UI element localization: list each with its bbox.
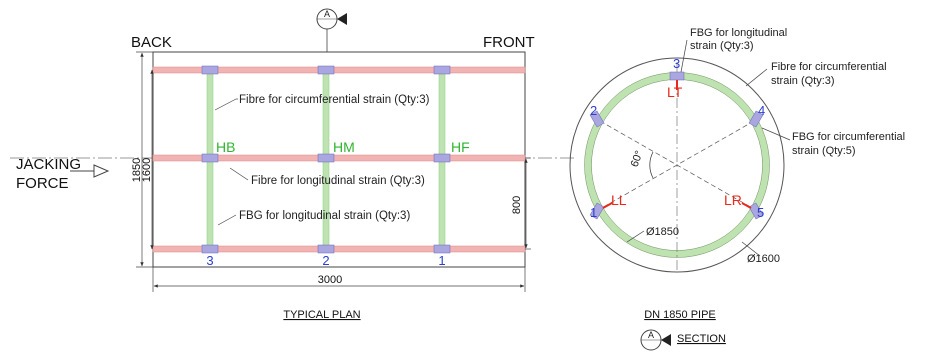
sensor-number-2: 2 xyxy=(590,103,597,118)
strain-gauge-marks xyxy=(602,80,752,209)
typical-plan-caption: TYPICAL PLAN xyxy=(283,309,360,321)
sensor-number-1: 1 xyxy=(590,205,597,220)
back-label: BACK xyxy=(131,34,172,51)
fbg-sensors-plan xyxy=(201,65,451,254)
hoop-label-hm: HM xyxy=(333,139,355,155)
radial-lines xyxy=(599,120,755,210)
fibre-circ-label-line1: Fibre for circumferential xyxy=(771,61,887,73)
strain-label-lt: LT xyxy=(667,84,683,100)
angle-arc xyxy=(649,151,654,179)
section-ref-label: SECTION xyxy=(677,333,726,345)
section-marker-letter: A xyxy=(324,9,330,19)
sensor-number-5: 5 xyxy=(757,205,764,220)
dim-800: 800 xyxy=(511,196,523,214)
fibre-circ-annotation: Fibre for circumferential strain (Qty:3) xyxy=(239,94,430,106)
fbg-long-annotation: FBG for longitudinal strain (Qty:3) xyxy=(239,210,410,222)
typical-plan: A BACK FRONT JACKING FORCE 1850 1600 800 xyxy=(10,8,575,321)
dim-1600: 1600 xyxy=(141,158,153,182)
pipe-section: 60° 1 2 3 4 5 LT LL LR xyxy=(569,27,905,351)
section-number-3: 3 xyxy=(206,253,213,268)
jacking-force-line1: JACKING xyxy=(16,156,81,173)
dim-1850: 1850 xyxy=(131,158,143,182)
sensor-number-4: 4 xyxy=(758,103,765,118)
fbg-circ-label-line2: strain (Qty:5) xyxy=(792,145,856,157)
section-leaders xyxy=(626,39,791,257)
section-number-1: 1 xyxy=(438,253,445,268)
hoop-label-hf: HF xyxy=(451,139,470,155)
fbg-long-label-line1: FBG for longitudinal xyxy=(690,27,787,39)
plan-leaders xyxy=(214,98,249,226)
hoop-label-hb: HB xyxy=(216,139,235,155)
fibre-circ-label-line2: strain (Qty:3) xyxy=(771,75,835,87)
section-number-2: 2 xyxy=(322,253,329,268)
dim-3000: 3000 xyxy=(318,274,342,286)
left-dimensions xyxy=(136,51,154,268)
strain-label-lr: LR xyxy=(724,192,742,208)
section-caption: DN 1850 PIPE xyxy=(644,309,716,321)
fibre-long-annotation: Fibre for longitudinal strain (Qty:3) xyxy=(251,175,425,187)
front-label: FRONT xyxy=(483,34,535,51)
section-ref-letter: A xyxy=(648,330,654,340)
outer-diameter-circle xyxy=(569,57,785,273)
inner-diameter-label: Ø1600 xyxy=(747,253,780,265)
section-marker-arrow xyxy=(337,13,347,25)
fbg-circ-label-line1: FBG for circumferential xyxy=(792,131,905,143)
bottom-dimension xyxy=(152,267,526,292)
jacking-force-arrow xyxy=(70,164,110,178)
fbg-long-label-line2: strain (Qty:3) xyxy=(690,40,754,52)
outer-diameter-label: Ø1850 xyxy=(646,226,679,238)
fbg-sensors-section xyxy=(589,71,764,220)
angle-label: 60° xyxy=(629,149,646,169)
right-dimension xyxy=(524,157,531,250)
jacking-force-line2: FORCE xyxy=(16,175,69,192)
sensor-number-3: 3 xyxy=(673,56,680,71)
section-ref-arrow xyxy=(661,334,671,346)
strain-label-ll: LL xyxy=(611,192,627,208)
